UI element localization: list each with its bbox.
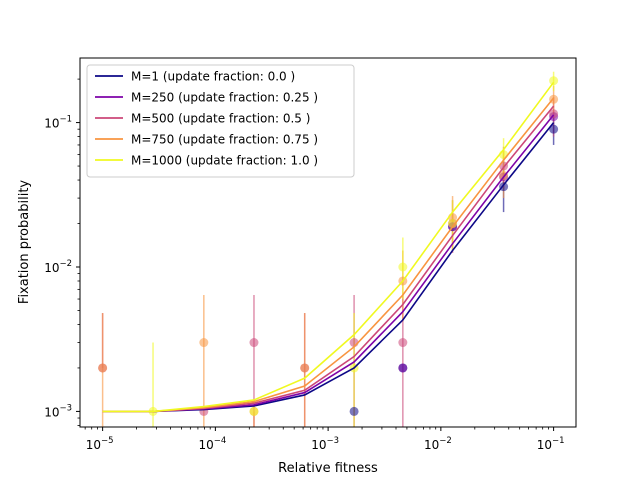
data-point <box>249 406 259 416</box>
data-point <box>398 338 408 348</box>
tick-label: 10−3 <box>311 436 339 452</box>
legend-entry: M=250 (update fraction: 0.25 ) <box>131 91 318 105</box>
data-point <box>199 338 209 348</box>
series-line-5 <box>102 81 555 413</box>
data-point <box>398 363 408 373</box>
tick-label: 10−4 <box>198 436 226 452</box>
tick-label: 10−1 <box>537 436 565 452</box>
legend-entry: M=1000 (update fraction: 1.0 ) <box>131 154 318 168</box>
tick-label: 10−1 <box>44 115 72 131</box>
tick-label: 10−2 <box>44 259 72 275</box>
data-point <box>549 109 559 119</box>
ticks-layer: 10−5 10−4 10−3 10−2 10−1 10−3 10−2 10−1 <box>44 78 565 452</box>
tick-label: 10−3 <box>44 403 72 419</box>
data-point <box>349 406 359 416</box>
data-point <box>249 338 259 348</box>
data-point <box>398 262 408 272</box>
tick-label: 10−2 <box>424 436 452 452</box>
legend-entry: M=1 (update fraction: 0.0 ) <box>131 70 295 84</box>
x-axis-label: Relative fitness <box>278 461 378 476</box>
y-axis-label: Fixation probability <box>17 180 32 305</box>
legend-entry: M=500 (update fraction: 0.5 ) <box>131 112 310 126</box>
plot-layer <box>98 71 559 427</box>
data-point <box>98 363 108 373</box>
legend-box <box>86 64 355 178</box>
data-point <box>300 363 310 373</box>
legend: M=1 (update fraction: 0.0 ) M=250 (update… <box>86 64 355 178</box>
legend-entry: M=750 (update fraction: 0.75 ) <box>131 133 318 147</box>
data-point <box>448 219 458 229</box>
data-point <box>549 124 559 134</box>
data-point <box>549 76 559 86</box>
tick-label: 10−5 <box>86 436 114 452</box>
